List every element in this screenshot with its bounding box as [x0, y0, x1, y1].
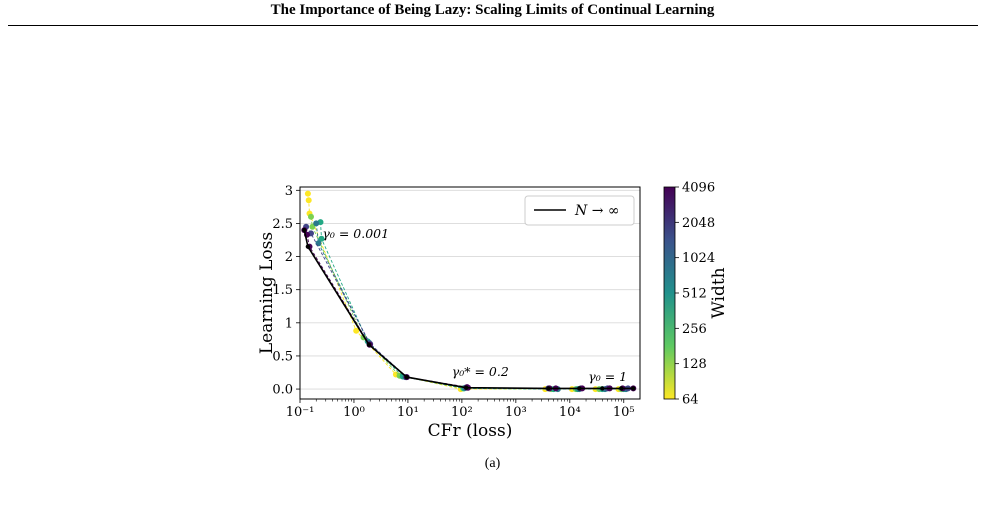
y-tick-label: 3	[285, 184, 293, 199]
limit-point	[577, 386, 582, 391]
x-axis-ticks: 10⁻¹ 10⁰ 10¹ 10² 10³ 10⁴ 10⁵	[286, 399, 635, 420]
data-point	[313, 220, 320, 227]
colorbar-tick-label: 4096	[682, 181, 715, 196]
colorbar-tick-label: 512	[682, 287, 707, 302]
subfigure-label: (a)	[484, 456, 501, 471]
limit-point	[366, 342, 372, 347]
annotations: γ₀ = 0.001 γ₀* = 0.2 γ₀ = 1	[322, 226, 627, 384]
legend: N → ∞	[524, 195, 635, 226]
annotation: γ₀ = 1	[588, 369, 627, 384]
y-tick-label: 1.5	[272, 283, 293, 298]
limit-point	[600, 386, 605, 391]
y-tick-label: 0.0	[272, 383, 293, 398]
legend-box	[524, 195, 635, 226]
running-header: The Importance of Being Lazy: Scaling Li…	[270, 2, 715, 18]
x-tick-label: 10³	[505, 405, 527, 420]
annotation: γ₀ = 0.001	[322, 226, 389, 241]
limit-point	[302, 227, 307, 233]
data-point	[305, 197, 312, 204]
x-axis-label: CFr (loss)	[428, 421, 513, 441]
plot-frame	[299, 186, 641, 400]
colorbar-gradient	[663, 186, 676, 400]
x-tick-label: 10⁰	[343, 405, 365, 420]
y-tick-label: 1	[285, 316, 293, 331]
x-tick-label: 10¹	[397, 405, 419, 420]
limit-point	[464, 385, 469, 390]
data-point	[304, 190, 311, 197]
x-tick-label: 10⁴	[559, 405, 581, 420]
data-point	[318, 235, 325, 242]
header-rule	[8, 25, 978, 26]
colorbar-tick-label: 256	[682, 322, 707, 337]
limit-point	[404, 374, 409, 380]
annotation: γ₀* = 0.2	[452, 364, 509, 379]
colorbar-tick-label: 128	[682, 357, 707, 372]
limit-point	[619, 386, 624, 391]
y-axis-ticks: 0.0 0.5 1 1.5 2 2.5 3	[272, 184, 300, 398]
colorbar-tick-label: 2048	[682, 216, 715, 231]
colorbar: 64 128 256 512 1024 2048 4096 Width	[663, 181, 729, 408]
y-tick-label: 0.5	[272, 349, 293, 364]
colorbar-label: Width	[709, 267, 729, 318]
limit-point	[631, 386, 636, 391]
data-point	[353, 327, 360, 334]
colorbar-tick-label: 64	[682, 393, 699, 408]
data-point	[315, 240, 322, 247]
x-tick-label: 10⁵	[613, 405, 635, 420]
limit-point	[546, 386, 551, 391]
y-tick-label: 2.5	[272, 217, 293, 232]
x-tick-label: 10²	[451, 405, 473, 420]
data-point	[308, 213, 314, 220]
y-tick-label: 2	[285, 250, 293, 265]
limit-line	[303, 229, 634, 390]
legend-entry: N → ∞	[574, 203, 620, 219]
x-tick-label: 10⁻¹	[286, 405, 315, 420]
y-axis-label: Learning Loss	[257, 232, 277, 354]
colorbar-ticks: 64 128 256 512 1024 2048 4096	[675, 181, 715, 408]
limit-point	[305, 244, 311, 249]
colorbar-tick-label: 1024	[682, 251, 715, 266]
limit-line-layer	[302, 227, 636, 391]
